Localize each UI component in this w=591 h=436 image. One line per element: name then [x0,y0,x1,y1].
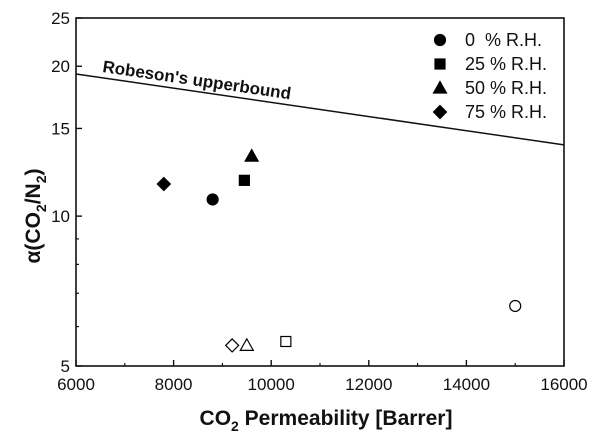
x-tick-label: 12000 [345,375,392,394]
legend-label: 25 % R.H. [465,54,547,74]
y-tick-label: 25 [51,9,70,28]
legend-marker-triangle [432,80,448,94]
x-tick-label: 8000 [155,375,193,394]
upper-bound-line [75,73,565,146]
data-point-circle-open [509,299,522,313]
x-axis-title: CO2 Permeability [Barrer] [200,407,453,434]
data-point-triangle-open [239,337,255,351]
legend-label: 0 % R.H. [465,30,542,50]
y-axis-title: α(CO2/N2) [22,169,49,264]
legend-label: 75 % R.H. [465,102,547,122]
data-points [156,148,522,353]
legend-marker-circle [433,33,447,47]
legend: 0 % R.H. 25 % R.H. 50 % R.H. 75 % R.H. [432,30,547,122]
legend-marker-square [434,58,446,70]
data-point-diamond-filled [156,176,172,192]
axis-titles: CO2 Permeability [Barrer] α(CO2/N2) [22,169,452,435]
data-point-square-open [280,335,292,348]
axis-ticks: 6000 8000 10000 12000 14000 16000 5 10 15 20 25 [51,9,588,394]
upper-bound-label: Robeson's upperbound [101,57,292,103]
legend-label: 50 % R.H. [465,78,547,98]
y-tick-label: 20 [51,57,70,76]
data-point-triangle-filled [244,148,260,162]
x-tick-label: 14000 [443,375,490,394]
data-point-diamond-open [224,338,240,353]
y-tick-label: 5 [61,357,70,376]
y-tick-label: 15 [51,119,70,138]
y-tick-label: 10 [51,207,70,226]
x-tick-label: 6000 [57,375,95,394]
x-tick-label: 16000 [540,375,587,394]
legend-marker-diamond [432,104,448,120]
x-tick-label: 10000 [248,375,295,394]
data-point-square-filled [238,174,250,186]
data-point-circle-filled [206,193,219,206]
